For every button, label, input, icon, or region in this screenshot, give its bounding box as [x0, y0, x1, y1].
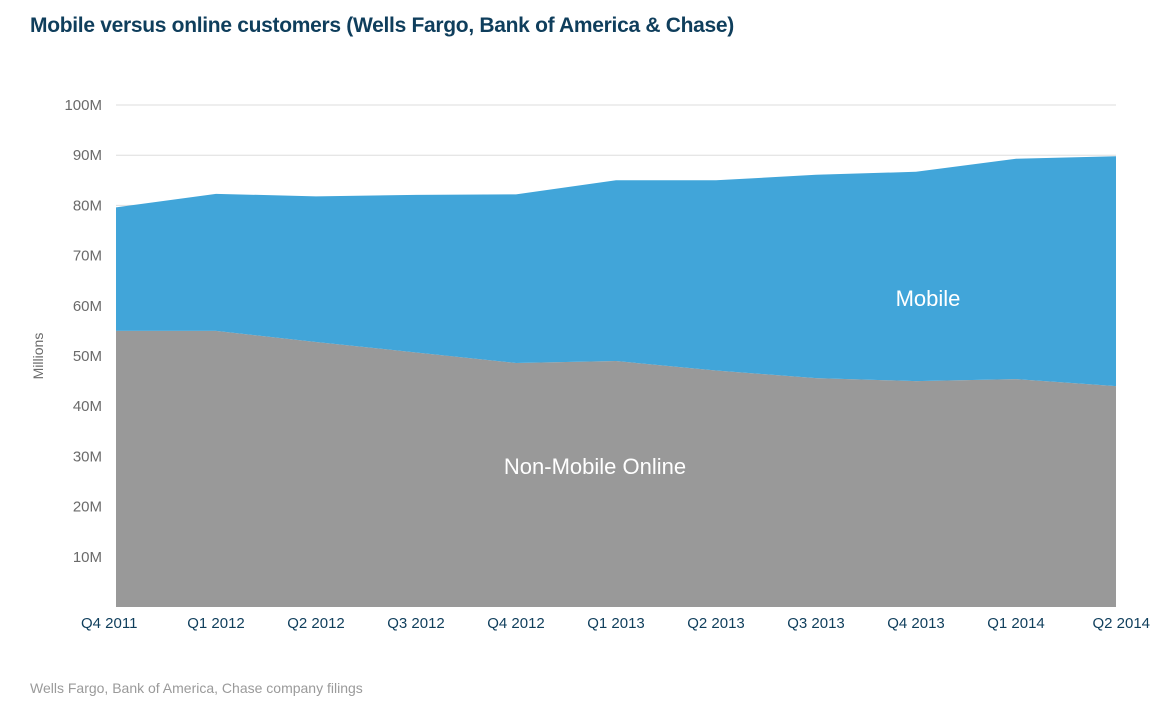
- y-tick-label: 50M: [73, 348, 102, 365]
- x-tick-label: Q3 2013: [787, 615, 845, 632]
- area-non-mobile-online: [116, 330, 1116, 607]
- chart-title: Mobile versus online customers (Wells Fa…: [30, 14, 734, 37]
- x-tick-label: Q2 2014: [1092, 615, 1150, 632]
- x-tick-label: Q4 2012: [487, 615, 545, 632]
- y-axis-ticks: 10M 20M 30M 40M 50M 60M 70M 80M 90M 100M: [64, 97, 102, 566]
- y-tick-label: 90M: [73, 147, 102, 164]
- x-tick-label: Q1 2014: [987, 615, 1045, 632]
- series-label-mobile: Mobile: [896, 286, 961, 311]
- x-tick-label: Q1 2012: [187, 615, 245, 632]
- y-tick-label: 70M: [73, 248, 102, 265]
- x-tick-label: Q3 2012: [387, 615, 445, 632]
- y-tick-label: 40M: [73, 398, 102, 415]
- source-note: Wells Fargo, Bank of America, Chase comp…: [30, 680, 363, 696]
- y-tick-label: 30M: [73, 448, 102, 465]
- y-axis-label: Millions: [30, 333, 46, 380]
- y-tick-label: 20M: [73, 499, 102, 516]
- area-mobile: [116, 156, 1116, 387]
- y-tick-label: 60M: [73, 298, 102, 315]
- y-tick-label: 10M: [73, 549, 102, 566]
- x-tick-label: Q2 2013: [687, 615, 745, 632]
- y-tick-label: 100M: [64, 97, 102, 114]
- x-tick-label: Q2 2012: [287, 615, 345, 632]
- x-axis-ticks: Q4 2011 Q1 2012 Q2 2012 Q3 2012 Q4 2012 Q1 20…: [81, 615, 1150, 632]
- area-series: [116, 156, 1116, 607]
- series-labels: Non-Mobile Online Mobile: [504, 286, 961, 479]
- x-tick-label: Q4 2011: [81, 615, 137, 632]
- x-tick-label: Q4 2013: [887, 615, 945, 632]
- x-tick-label: Q1 2013: [587, 615, 645, 632]
- series-label-non-mobile-online: Non-Mobile Online: [504, 454, 686, 479]
- y-tick-label: 80M: [73, 197, 102, 214]
